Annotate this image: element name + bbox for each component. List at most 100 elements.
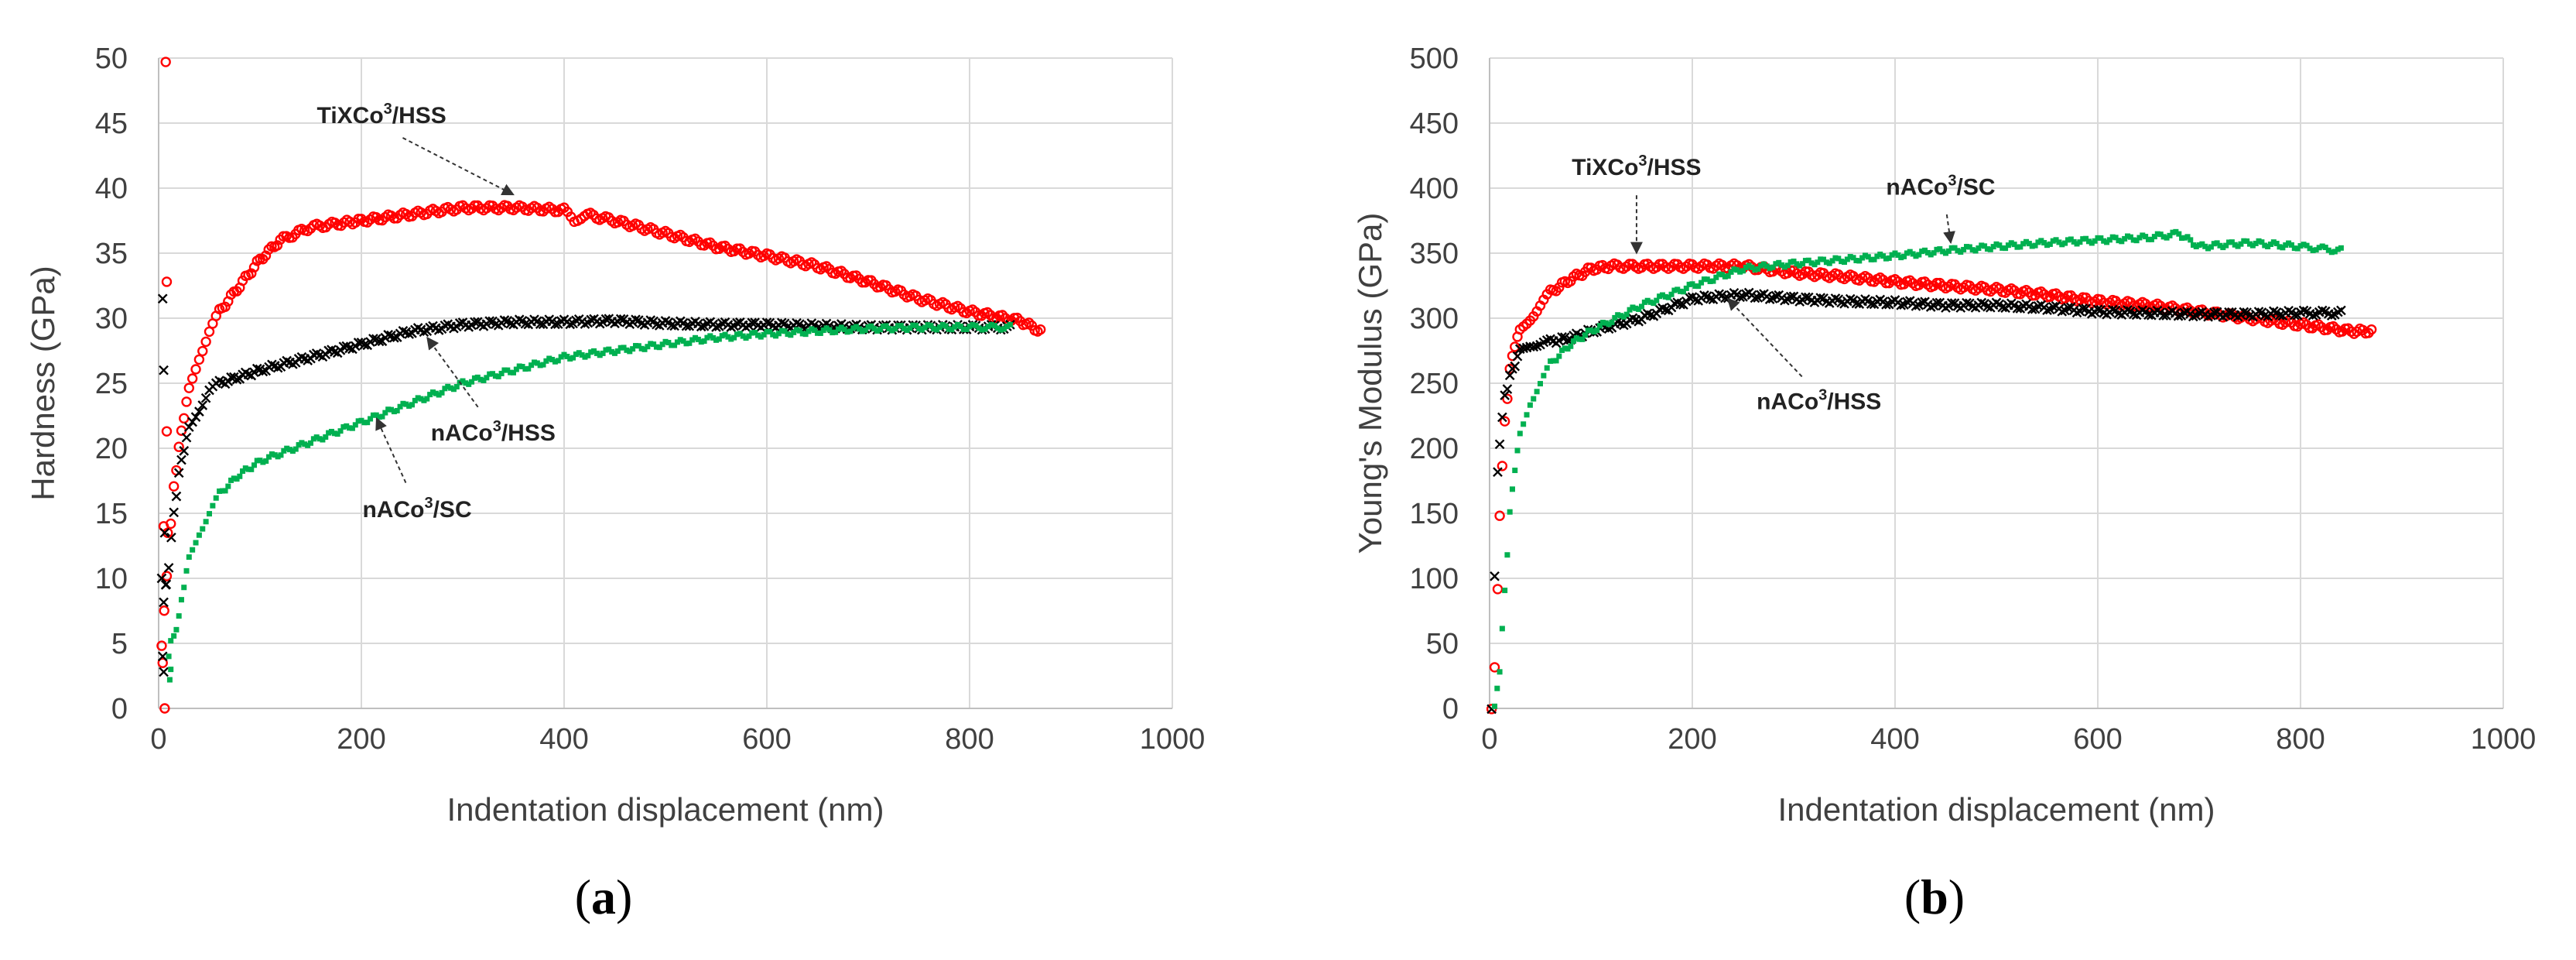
data-point [910, 322, 916, 328]
data-point [2020, 241, 2027, 247]
data-point [2304, 242, 2310, 249]
annotation-suffix: /HSS [392, 103, 446, 129]
data-point [2262, 242, 2268, 249]
data-point [749, 330, 755, 336]
data-point [1678, 288, 1684, 294]
data-point [310, 436, 316, 442]
data-point [1842, 259, 1847, 266]
data-point [600, 314, 611, 324]
data-point [705, 237, 716, 249]
data-point [323, 434, 329, 440]
data-point [484, 316, 495, 327]
data-point [2017, 244, 2024, 250]
data-point [320, 437, 326, 443]
data-point [982, 307, 993, 318]
data-point [934, 327, 940, 333]
data-point [453, 384, 460, 390]
y-tick-label: 500 [1410, 43, 1459, 75]
data-point [1773, 261, 1779, 267]
annotation-label: nACo3/HSS [431, 418, 556, 446]
data-point [1794, 261, 1800, 267]
data-point [470, 317, 480, 327]
data-point [2294, 245, 2301, 252]
data-point [1976, 297, 1987, 308]
data-point [2104, 239, 2110, 245]
data-point [1982, 243, 1988, 249]
data-point [1993, 241, 2000, 247]
data-point [847, 328, 854, 334]
data-point [659, 341, 665, 348]
data-point [809, 326, 815, 332]
data-point [615, 314, 626, 324]
data-point [2224, 307, 2234, 317]
data-point [1486, 704, 1497, 715]
data-point [1603, 320, 1609, 326]
data-point [1764, 263, 1770, 269]
data-point [338, 341, 349, 352]
data-point [722, 331, 728, 338]
data-point [859, 328, 865, 334]
data-point [2164, 235, 2170, 241]
data-point [1642, 259, 1653, 269]
data-point [672, 342, 678, 348]
data-point [1556, 353, 1562, 359]
data-point [159, 597, 169, 608]
data-point [850, 325, 857, 331]
data-point [2181, 235, 2188, 241]
data-point [2241, 238, 2247, 244]
data-point [1665, 294, 1671, 300]
data-point [1948, 245, 1955, 251]
data-point [2116, 238, 2122, 244]
data-point [1966, 244, 1972, 250]
data-point [2071, 307, 2082, 318]
data-point [1527, 402, 1533, 408]
data-point [2232, 242, 2238, 248]
data-point [952, 324, 958, 330]
data-point [383, 330, 394, 340]
data-point [1913, 253, 1919, 259]
data-point [398, 326, 409, 336]
data-point [344, 423, 350, 429]
data-point [2173, 228, 2179, 235]
y-tick-label: 450 [1410, 108, 1459, 140]
data-point [373, 412, 379, 418]
data-point [1898, 255, 1904, 261]
data-point [1001, 326, 1007, 332]
data-point [621, 345, 627, 351]
data-point [645, 315, 656, 325]
data-point [160, 57, 171, 67]
data-point [2235, 243, 2241, 249]
data-point [2184, 234, 2191, 240]
data-point [1713, 274, 1719, 280]
data-point [1963, 244, 1969, 250]
data-point [635, 343, 641, 349]
data-point [1886, 255, 1892, 261]
data-point [558, 354, 564, 360]
data-point [1675, 286, 1681, 293]
data-point [2083, 235, 2089, 242]
data-point [226, 372, 236, 382]
data-point [1931, 297, 1942, 308]
data-point [1946, 298, 1957, 308]
data-point [1902, 297, 1912, 307]
annotation-superscript: 3 [493, 418, 501, 435]
data-point [2080, 236, 2086, 242]
data-point [1758, 262, 1764, 269]
data-point [883, 323, 889, 329]
data-point [1651, 300, 1657, 307]
data-point [758, 334, 764, 340]
data-point [2154, 231, 2160, 237]
data-point [991, 323, 997, 329]
data-point [2143, 234, 2149, 240]
annotation-base: nACo [431, 420, 493, 446]
data-point [1737, 269, 1743, 275]
data-point [272, 240, 283, 251]
data-point [1627, 307, 1633, 313]
data-point [2322, 245, 2328, 251]
data-point [997, 310, 1008, 321]
data-point [379, 413, 385, 420]
data-point [1802, 258, 1808, 264]
data-point [1889, 252, 1895, 258]
x-tick-label: 1000 [1140, 723, 1206, 756]
data-point [193, 540, 199, 546]
